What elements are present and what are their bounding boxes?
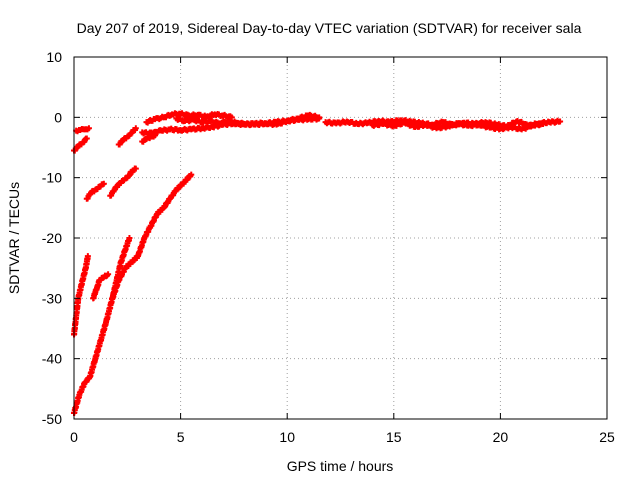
axes [73,56,608,420]
data-point [100,180,107,187]
x-tick-label: 5 [177,429,185,445]
y-tick-label: -40 [42,351,62,367]
x-tick-label: 25 [599,429,615,445]
data-marks [71,110,564,416]
y-axis-title: SDTVAR / TECUs [6,182,22,294]
y-tick-label: -50 [42,411,62,427]
series-arc-g [107,165,139,199]
data-point [540,120,547,127]
x-tick-label: 0 [70,429,78,445]
series-arc-e [83,180,107,202]
data-point [316,114,323,121]
data-point [228,114,235,121]
grid-lines [74,57,607,419]
series-arc-h [109,235,133,302]
series-arc-o [369,119,547,133]
y-tick-label: 10 [46,49,62,65]
data-point [188,171,195,178]
series-arc-b [71,171,195,416]
y-tick-label: -30 [42,290,62,306]
data-point [83,135,90,142]
data-point [557,118,564,125]
x-tick-label: 10 [279,429,295,445]
x-tick-label: 15 [386,429,402,445]
series-arc-m [173,111,323,129]
data-point [105,271,112,278]
x-tick-label: 20 [493,429,509,445]
y-tick-label: -20 [42,230,62,246]
series-arc-f [90,271,112,302]
plot-frame [73,56,608,420]
tick-labels: 0 5 10 15 20 25 -50 -40 -30 -20 -10 0 10 [42,49,615,445]
data-point [132,165,139,172]
data-point [85,125,92,132]
y-tick-label: -10 [42,170,62,186]
series-arc-l [143,110,235,126]
series-arc-a [71,253,91,338]
data-point [132,125,139,132]
series-arc-c [71,135,90,154]
chart-title: Day 207 of 2019, Sidereal Day-to-day VTE… [77,20,582,36]
data-point [126,235,133,241]
series-arc-d [73,125,92,135]
y-tick-label: 0 [54,109,62,125]
data-point [84,253,91,260]
series-arc-i [115,125,139,148]
x-axis-title: GPS time / hours [287,458,394,474]
